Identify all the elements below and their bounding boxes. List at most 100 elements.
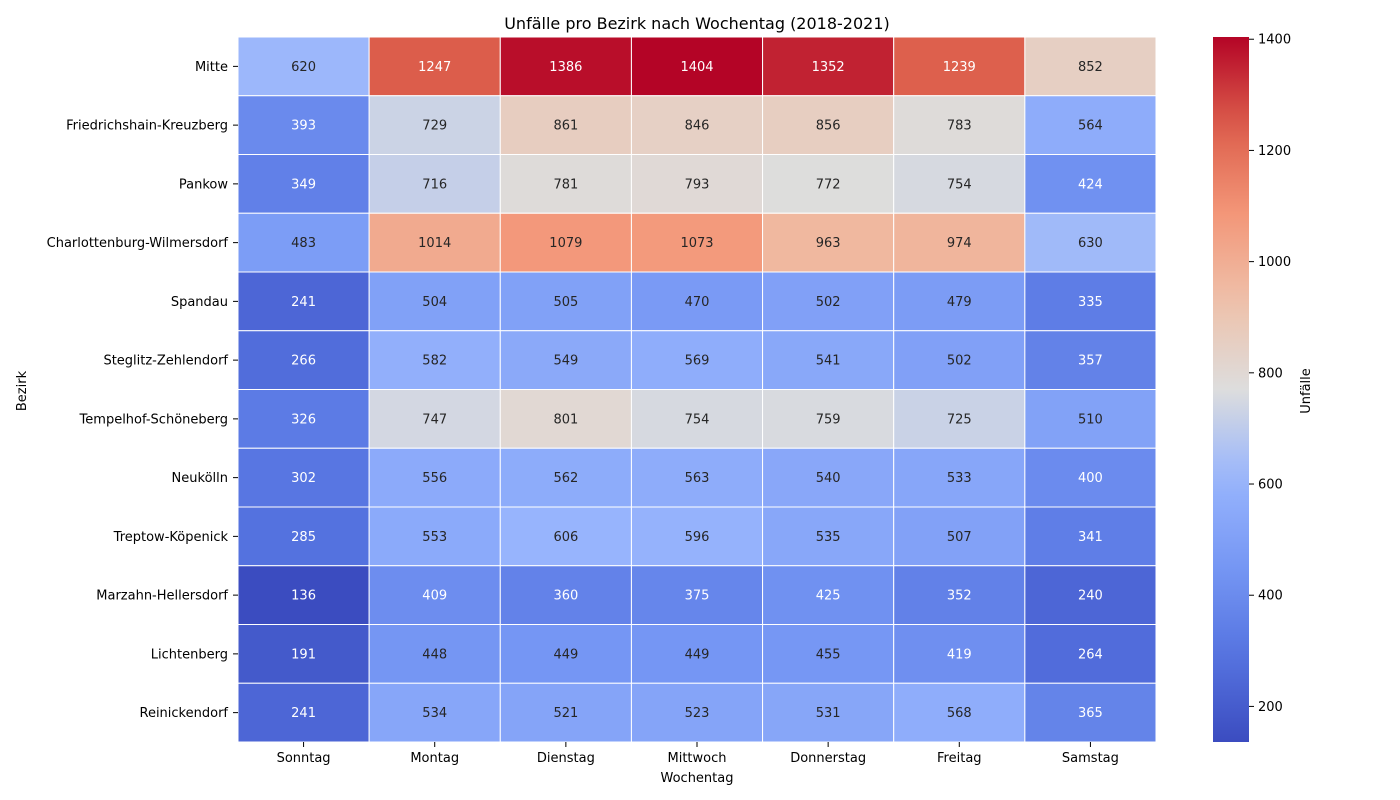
cell-value-label: 523 [685,706,710,721]
cell-value-label: 241 [291,706,316,721]
heatmap-cell [893,447,1026,508]
colorbar-tick-label: 1400 [1258,33,1291,48]
heatmap-cell [893,212,1026,273]
cell-value-label: 349 [291,177,316,192]
cell-value-label: 562 [553,471,578,486]
cell-value-label: 793 [685,177,710,192]
heatmap-cell [630,36,764,97]
heatmap-cell [368,154,501,214]
cell-value-label: 1352 [812,60,845,75]
heatmap-cell [630,447,764,508]
heatmap-cell [499,95,632,155]
cell-value-label: 425 [816,589,841,604]
cell-value-label: 568 [947,706,972,721]
cell-value-label: 569 [685,354,710,369]
cell-value-label: 582 [422,354,447,369]
cell-value-label: 393 [291,119,316,134]
cell-value-label: 541 [816,354,841,369]
cell-value-label: 1079 [549,236,582,251]
cell-value-label: 409 [422,589,447,604]
cell-value-label: 352 [947,589,972,604]
cell-value-label: 266 [291,354,316,369]
cell-value-label: 1239 [943,60,976,75]
cell-value-label: 502 [816,295,841,310]
cell-value-label: 553 [422,530,447,545]
cell-value-label: 264 [1078,647,1103,662]
heatmap-cell [499,389,632,449]
cell-value-label: 846 [685,119,710,134]
heatmap-cell [1024,330,1157,390]
colorbar-tick-label: 200 [1258,700,1283,715]
cell-value-label: 241 [291,295,316,310]
heatmap-cell [499,330,632,390]
x-tick-label: Donnerstag [790,751,866,766]
y-tick-label: Treptow-Köpenick [113,530,229,545]
heatmap-cell [893,36,1026,97]
heatmap-cell [630,624,764,684]
heatmap-cell [762,389,895,449]
cell-value-label: 448 [422,647,447,662]
y-tick-labels: Mitte Friedrichshain-Kreuzberg Pankow Charl… [47,60,238,721]
cell-value-label: 400 [1078,471,1103,486]
cell-value-label: 424 [1078,177,1103,192]
cell-value-label: 759 [816,412,841,427]
heatmap-cell [368,330,501,390]
cell-value-label: 375 [685,589,710,604]
heatmap-cell [762,36,895,97]
heatmap-cell [499,506,632,567]
heatmap-cell [1024,565,1157,625]
heatmap-cell [499,36,632,97]
cell-value-label: 534 [422,706,447,721]
heatmap-cell [237,212,370,273]
heatmap-cell [368,36,501,97]
heatmap-cell [630,154,764,214]
heatmap-cell [762,447,895,508]
cell-value-label: 783 [947,119,972,134]
colorbar-tick-label: 1200 [1258,144,1291,159]
colorbar-tick-label: 800 [1258,366,1283,381]
heatmap-cell [237,389,370,449]
y-tick-label: Friedrichshain-Kreuzberg [66,119,228,134]
heatmap-cell [762,506,895,567]
colorbar [1213,37,1249,742]
heatmap-cell [1024,271,1157,332]
cell-value-label: 716 [422,177,447,192]
cell-value-label: 747 [422,412,447,427]
cell-value-label: 606 [553,530,578,545]
cell-value-label: 504 [422,295,447,310]
cell-value-label: 531 [816,706,841,721]
cell-value-label: 596 [685,530,710,545]
x-tick-label: Sonntag [277,751,331,766]
x-tick-label: Montag [410,751,459,766]
x-tick-label: Mittwoch [668,751,727,766]
colorbar-tick-label: 1000 [1258,255,1291,270]
cell-value-label: 357 [1078,354,1103,369]
cell-value-label: 563 [685,471,710,486]
y-tick-label: Spandau [171,295,228,310]
y-tick-label: Charlottenburg-Wilmersdorf [47,236,229,251]
heatmap-cell [1024,389,1157,449]
cell-value-label: 781 [553,177,578,192]
cell-value-label: 754 [947,177,972,192]
heatmap-cell [237,682,370,743]
heatmap-cell [499,624,632,684]
heatmap-cell [630,212,764,273]
cell-value-label: 240 [1078,589,1103,604]
cell-value-label: 470 [685,295,710,310]
heatmap-cell [630,330,764,390]
cell-value-label: 483 [291,236,316,251]
cell-value-label: 556 [422,471,447,486]
cell-value-label: 533 [947,471,972,486]
heatmap-cell [630,565,764,625]
heatmap-cell [893,154,1026,214]
heatmap-cell [893,95,1026,155]
cell-value-label: 540 [816,471,841,486]
heatmap-cell [762,682,895,743]
cell-value-label: 502 [947,354,972,369]
heatmap-cells: 620 1247 1386 1404 1352 1239 852 393 729 861 846 85… [237,36,1157,743]
heatmap-cell [1024,95,1157,155]
y-tick-label: Pankow [179,177,228,192]
cell-value-label: 856 [816,119,841,134]
heatmap-cell [1024,624,1157,684]
